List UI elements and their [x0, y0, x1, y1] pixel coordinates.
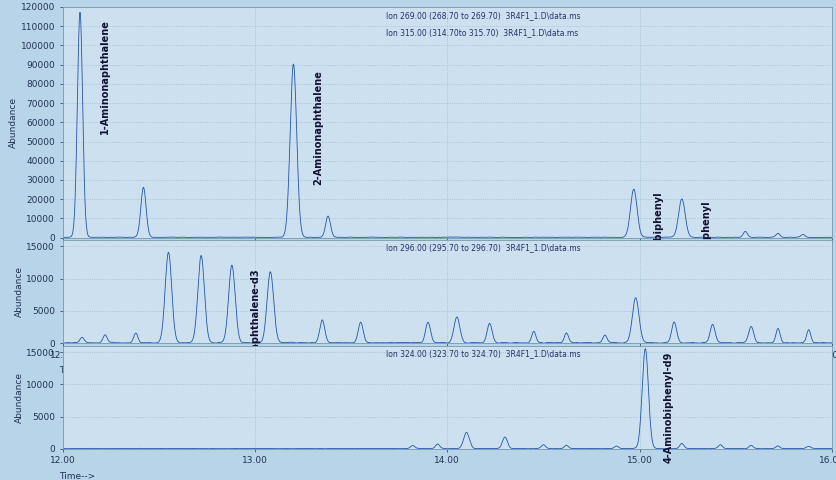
Y-axis label: Abundance: Abundance: [9, 97, 18, 148]
Text: Ion 269.00 (268.70 to 269.70)  3R4F1_1.D\data.ms: Ion 269.00 (268.70 to 269.70) 3R4F1_1.D\…: [385, 12, 580, 21]
Text: 1-Aminonaphthalene: 1-Aminonaphthalene: [100, 20, 110, 134]
Text: 4-Aminobiphenyl: 4-Aminobiphenyl: [702, 200, 711, 294]
Y-axis label: Abundance: Abundance: [14, 266, 23, 317]
Text: Ion 315.00 (314.70to 315.70)  3R4F1_1.D\data.ms: Ion 315.00 (314.70to 315.70) 3R4F1_1.D\d…: [385, 28, 578, 37]
Text: Ion 296.00 (295.70 to 296.70)  3R4F1_1.D\data.ms: Ion 296.00 (295.70 to 296.70) 3R4F1_1.D\…: [385, 243, 580, 252]
Text: 2-Aminonaphthalene-d3: 2-Aminonaphthalene-d3: [250, 268, 260, 401]
Text: 2-Aminonaphthalene: 2-Aminonaphthalene: [314, 70, 324, 185]
Text: Ion 324.00 (323.70 to 324.70)  3R4F1_1.D\data.ms: Ion 324.00 (323.70 to 324.70) 3R4F1_1.D\…: [385, 348, 580, 358]
Text: 4-Aminobiphenyl-d9: 4-Aminobiphenyl-d9: [664, 352, 673, 463]
Text: 3-Aminobiphenyl: 3-Aminobiphenyl: [654, 191, 664, 285]
Text: Time-->: Time-->: [59, 471, 95, 480]
Y-axis label: Abundance: Abundance: [14, 372, 23, 423]
Text: Time-->: Time-->: [59, 366, 95, 375]
